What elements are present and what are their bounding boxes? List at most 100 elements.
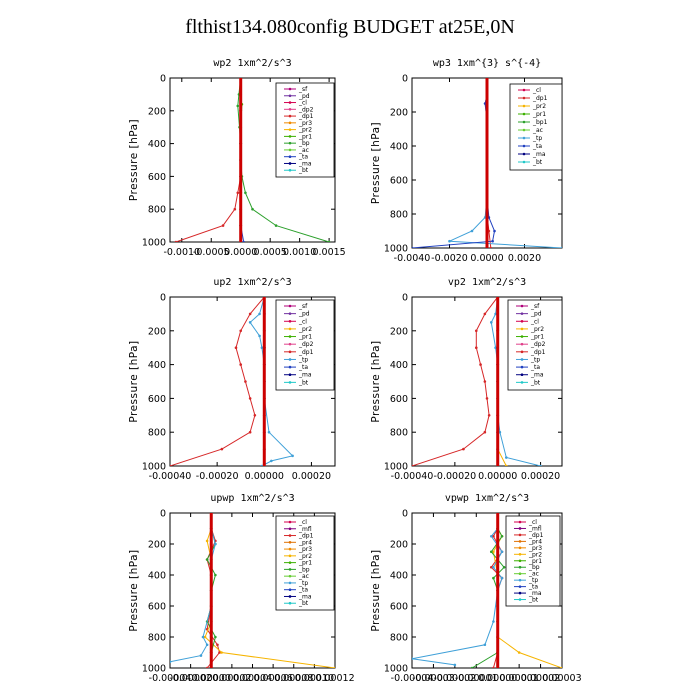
data-point bbox=[489, 246, 493, 248]
legend-label: _dp1 bbox=[298, 349, 314, 356]
x-tick-label: 0.00000 bbox=[192, 673, 231, 684]
legend-label: _pr2 bbox=[532, 103, 546, 110]
x-tick-label: -0.00020 bbox=[196, 471, 239, 482]
data-point bbox=[214, 542, 217, 546]
legend-marker bbox=[518, 553, 522, 556]
legend-marker bbox=[288, 358, 292, 361]
legend: _sf_pd_cl_pr2_pr1_dp2_dp1_tp_ta_ma_bt bbox=[507, 299, 563, 391]
legend-label: _ma bbox=[532, 151, 546, 158]
data-point bbox=[274, 224, 278, 227]
data-point bbox=[201, 635, 205, 639]
legend-marker bbox=[288, 304, 292, 308]
legend-marker bbox=[518, 572, 522, 575]
legend-marker bbox=[518, 520, 522, 524]
legend-marker bbox=[520, 342, 524, 346]
legend-marker bbox=[288, 162, 292, 165]
data-point bbox=[205, 666, 209, 668]
legend-label: _ma bbox=[530, 372, 544, 379]
data-point bbox=[239, 329, 243, 333]
legend-marker bbox=[522, 136, 526, 140]
legend-label: _bt bbox=[532, 159, 543, 166]
x-tick-label: 0.0015 bbox=[312, 247, 345, 258]
legend-marker bbox=[288, 373, 292, 377]
y-axis-label: Pressure [hPa] bbox=[128, 340, 140, 422]
legend-label: _dp1 bbox=[530, 349, 546, 356]
legend-marker bbox=[288, 541, 292, 544]
y-tick-label: 0 bbox=[160, 509, 166, 520]
legend: _sf_pd_cl_dp2_dp1_pr3_pr2_pr1_bp_ac_ta_m… bbox=[275, 82, 335, 178]
chart-panel-5: upwp 1xm^2/s^3 Pressure [hPa] 0 200 400 600 80… bbox=[128, 493, 355, 684]
x-tick-label: -0.00040 bbox=[149, 471, 192, 482]
data-point bbox=[492, 565, 495, 569]
legend-marker bbox=[288, 101, 292, 104]
data-point bbox=[470, 229, 474, 233]
data-point bbox=[492, 620, 495, 623]
legend-marker bbox=[520, 365, 524, 369]
series-line-tp bbox=[412, 513, 503, 666]
legend-label: _cl bbox=[532, 87, 541, 94]
legend: _cl_mfl_dp1_pr4_pr3_pr2_pr1_bp_ac_tp_ta_… bbox=[275, 515, 335, 611]
data-point bbox=[253, 414, 257, 417]
legend-label: _ma bbox=[528, 590, 542, 597]
data-point bbox=[214, 635, 217, 639]
data-point bbox=[205, 539, 209, 543]
series-group bbox=[412, 513, 562, 668]
legend-marker bbox=[522, 152, 526, 156]
series-line-ta bbox=[412, 78, 496, 248]
legend-label: _dp2 bbox=[298, 341, 314, 348]
x-tick-label: 0.00020 bbox=[521, 471, 560, 482]
series-group bbox=[412, 78, 562, 248]
legend-label: _dp1 bbox=[532, 95, 548, 102]
y-tick-label: 400 bbox=[390, 360, 408, 371]
legend-marker bbox=[288, 554, 292, 558]
chart-panel-3: up2 1xm^2/s^3 Pressure [hPa] 0 200 400 600 800… bbox=[128, 277, 336, 482]
y-tick-label: 800 bbox=[390, 428, 408, 439]
legend-marker bbox=[518, 559, 522, 563]
legend-label: _tp bbox=[298, 356, 308, 363]
data-point bbox=[489, 565, 493, 569]
legend-marker bbox=[288, 121, 292, 125]
data-point bbox=[236, 104, 240, 108]
data-point bbox=[483, 430, 487, 434]
y-tick-label: 0 bbox=[160, 74, 166, 85]
legend-marker bbox=[288, 581, 292, 585]
legend-marker bbox=[288, 601, 292, 605]
y-tick-label: 800 bbox=[390, 210, 408, 221]
series-group bbox=[170, 297, 294, 466]
legend-marker bbox=[288, 520, 292, 524]
legend-marker bbox=[522, 112, 526, 116]
y-tick-label: 1000 bbox=[142, 238, 166, 249]
chart-panel-6: vpwp 1xm^2/s^3 Pressure [hPa] 0 200 400 600 80… bbox=[370, 493, 582, 684]
legend: _cl_mfl_dp1_pr4_pr3_pr2_pr1_bp_ac_tp_ta_… bbox=[505, 515, 561, 607]
y-tick-label: 400 bbox=[390, 571, 408, 582]
legend-marker bbox=[518, 565, 522, 569]
x-tick-label: -0.00004 bbox=[391, 673, 434, 684]
legend-label: _bt bbox=[298, 600, 309, 607]
legend-label: _pr1 bbox=[298, 133, 312, 140]
chart-title: vpwp 1xm^2/s^3 bbox=[445, 493, 529, 504]
plot-frame bbox=[169, 296, 336, 467]
x-tick-label: -0.00020 bbox=[433, 471, 476, 482]
chart-panel-2: wp3 1xm^{3} s^{-4} Pressure [hPa] 0 200 400 6… bbox=[370, 58, 563, 264]
legend-label: _ac bbox=[528, 571, 539, 578]
legend-marker bbox=[520, 335, 524, 338]
legend-marker bbox=[518, 591, 522, 595]
legend-marker bbox=[288, 350, 292, 354]
legend-label: _pr2 bbox=[530, 326, 544, 333]
legend-label: _cl bbox=[530, 318, 539, 325]
data-point bbox=[170, 464, 172, 466]
legend-label: _pr4 bbox=[528, 538, 542, 545]
legend-label: _sf bbox=[298, 86, 308, 93]
data-point bbox=[412, 657, 414, 660]
legend-label: _pr1 bbox=[532, 111, 546, 118]
y-axis-label: Pressure [hPa] bbox=[370, 122, 382, 204]
legend-marker bbox=[288, 319, 292, 323]
legend-marker bbox=[520, 350, 524, 354]
x-tick-label: 0.00004 bbox=[233, 673, 272, 684]
legend-marker bbox=[288, 595, 292, 598]
legend-label: _dp1 bbox=[298, 533, 314, 540]
data-point bbox=[174, 240, 178, 242]
data-point bbox=[248, 321, 252, 324]
legend-label: _ma bbox=[298, 372, 312, 379]
